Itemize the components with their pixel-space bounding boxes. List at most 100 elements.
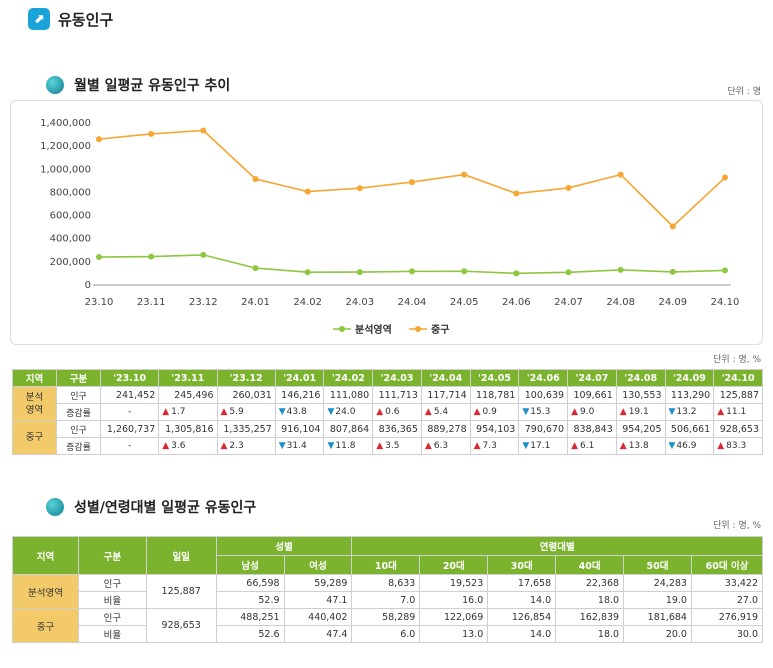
rate-value: 3.6	[171, 441, 186, 451]
population-cell: 928,653	[713, 420, 763, 438]
population-cell: 807,864	[323, 420, 374, 438]
rate-value: 1.7	[171, 407, 186, 417]
row-label: 인구	[77, 608, 147, 626]
header-kind: 구분	[77, 536, 147, 575]
line-chart: 0 200,000 400,000 600,000 800,000 1,000,000 1,…	[40, 118, 739, 336]
row-label: 비율	[77, 625, 147, 643]
ratio-cell: 14.0	[487, 625, 557, 643]
x-tick-label: 23.11	[137, 297, 166, 308]
sub-column-header: 40대	[555, 555, 625, 575]
change-rate-cell: ▲ 5.4	[420, 403, 471, 421]
population-cell: 838,843	[567, 420, 617, 438]
rate-value: 83.3	[726, 441, 747, 451]
daily-total-cell: 928,653	[145, 608, 217, 643]
ratio-cell: 47.4	[283, 625, 353, 643]
data-point	[356, 269, 363, 276]
rate-value: 46.9	[676, 441, 697, 451]
column-header: '24.08	[615, 369, 666, 387]
change-rate-cell: ▼31.4	[274, 437, 325, 455]
section-title-text: 성별/연령대별 일평균 유동인구	[74, 500, 257, 516]
change-rate-cell: ▲ 3.6	[158, 437, 218, 455]
data-point	[96, 254, 102, 261]
section-title-text: 월별 일평균 유동인구 추이	[74, 78, 231, 94]
legend-swatch-dot	[415, 326, 421, 332]
population-cell: 146,216	[274, 386, 325, 404]
table-header-row: 지역 구분 '23.10'23.11'23.12'24.01'24.02'24.03…	[12, 369, 763, 387]
population-cell: 954,205	[615, 420, 666, 438]
table-row: 증감률 - ▲ 1.7 ▲ 5.9 ▼43.8 ▼24.0 ▲ 0.6 ▲ 5.4 ▲ 0.9 ▼15.3 ▲…	[13, 403, 763, 421]
column-header: '24.06	[518, 369, 569, 387]
column-header: '24.09	[664, 369, 715, 387]
triangle-up-icon: ▲	[571, 407, 578, 417]
triangle-up-icon: ▲	[424, 407, 432, 417]
triangle-up-icon: ▲	[376, 441, 384, 451]
y-tick-label: 200,000	[50, 257, 91, 268]
y-tick-label: 600,000	[50, 211, 91, 222]
region-cell: 중구	[12, 608, 79, 643]
header-daily: 일일	[145, 536, 217, 575]
population-cell: 260,031	[216, 386, 276, 404]
change-rate-cell: ▼46.9	[664, 437, 715, 455]
change-rate-cell: -	[99, 437, 160, 455]
data-point	[409, 268, 415, 275]
rate-value: 17.1	[530, 441, 551, 451]
population-cell: 130,553	[615, 386, 666, 404]
population-cell: 916,104	[274, 420, 325, 438]
row-label: 증감률	[56, 403, 101, 421]
triangle-up-icon: ▲	[220, 407, 228, 417]
triangle-up-icon: ▲	[619, 441, 627, 451]
data-point	[461, 171, 468, 178]
triangle-up-icon: ▲	[571, 441, 578, 451]
table-row: 증감률 - ▲ 3.6 ▲ 2.3 ▼31.4 ▼11.8 ▲ 3.5 ▲ 6.3 ▲ 7.3 ▼17.1 ▲…	[13, 437, 763, 455]
header-region: 지역	[12, 536, 79, 575]
rate-value: 0.6	[385, 407, 400, 417]
x-tick-label: 24.06	[502, 297, 531, 308]
column-header: '24.04	[420, 369, 471, 387]
triangle-down-icon: ▼	[522, 407, 530, 417]
population-cell: 181,684	[623, 608, 692, 626]
population-cell: 33,422	[690, 574, 764, 592]
data-point	[513, 270, 520, 277]
x-tick-label: 24.08	[606, 297, 635, 308]
rate-value: 13.8	[628, 441, 649, 451]
rate-value: 0.9	[482, 407, 497, 417]
change-rate-cell: ▲ 6.1	[567, 437, 617, 455]
data-point	[669, 268, 676, 275]
rate-value: 5.9	[229, 407, 244, 417]
row-label: 증감률	[56, 437, 101, 455]
population-cell: 17,658	[487, 574, 557, 592]
change-rate-cell: ▲ 0.6	[372, 403, 422, 421]
sub-column-header: 여성	[283, 555, 353, 575]
row-label: 인구	[77, 574, 147, 592]
page-title: 유동인구	[58, 10, 114, 29]
line-chart-panel: 0 200,000 400,000 600,000 800,000 1,000,000 1,…	[10, 100, 763, 345]
ratio-cell: 14.0	[487, 591, 557, 609]
ratio-cell: 6.0	[351, 625, 421, 643]
data-point	[200, 127, 207, 134]
rate-value: 3.5	[385, 441, 400, 451]
section-title-monthly: 월별 일평균 유동인구 추이	[46, 75, 230, 95]
ratio-cell: 16.0	[419, 591, 489, 609]
population-cell: 22,368	[555, 574, 625, 592]
population-cell: 836,365	[372, 420, 422, 438]
header-age: 연령대별	[351, 536, 763, 556]
triangle-up-icon: ▲	[717, 407, 725, 417]
x-tick-label: 24.09	[659, 297, 688, 308]
triangle-down-icon: ▼	[668, 407, 676, 417]
data-point	[96, 136, 102, 143]
triangle-down-icon: ▼	[327, 441, 335, 451]
sub-column-header: 10대	[351, 555, 421, 575]
population-app-icon: ⬈	[28, 8, 50, 30]
population-cell: 241,452	[99, 386, 160, 404]
data-point	[148, 130, 155, 137]
change-rate-cell: ▼43.8	[274, 403, 325, 421]
population-cell: 111,713	[372, 386, 422, 404]
population-cell: 24,283	[623, 574, 692, 592]
data-point	[722, 174, 728, 181]
change-rate-cell: ▲ 0.9	[469, 403, 520, 421]
population-cell: 66,598	[215, 574, 285, 592]
column-header: '24.05	[469, 369, 520, 387]
rate-value: 6.3	[433, 441, 449, 451]
population-cell: 19,523	[419, 574, 489, 592]
